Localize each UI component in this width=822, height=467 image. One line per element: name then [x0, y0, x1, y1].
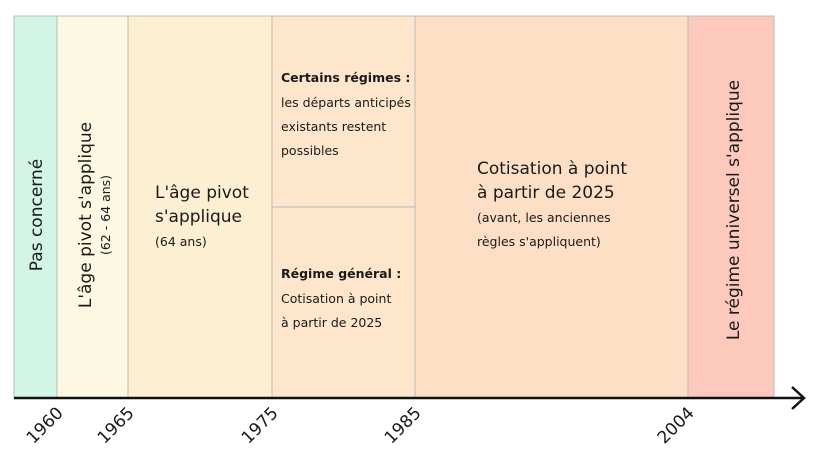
- block-text: Cotisation à point: [281, 291, 391, 306]
- period-note: règles s'appliquent): [477, 234, 601, 249]
- period-label: s'applique: [155, 207, 242, 227]
- period-label: Pas concerné: [27, 159, 47, 271]
- axis-tick-label: 2004: [654, 403, 699, 448]
- period-box: [414, 15, 689, 399]
- block-text: existants restent: [281, 119, 386, 134]
- block-text: à partir de 2025: [281, 315, 382, 330]
- axis-arrow: [791, 386, 806, 410]
- block-heading: Régime général :: [281, 266, 401, 281]
- period-box: [271, 15, 416, 208]
- period-box: [13, 15, 58, 399]
- period-label: L'âge pivot s'applique: [76, 122, 96, 308]
- period-note: (64 ans): [155, 234, 207, 249]
- period-box: [271, 206, 416, 399]
- axis-tick-label: 1960: [23, 403, 68, 448]
- axis-tick-label: 1965: [94, 403, 139, 448]
- period-box: [56, 15, 129, 399]
- period-box: [127, 15, 273, 399]
- period-label: à partir de 2025: [477, 183, 615, 203]
- axis-tick-label: 1985: [381, 403, 426, 448]
- period-note: (62 - 64 ans): [98, 175, 113, 255]
- block-text: possibles: [281, 143, 339, 158]
- block-text: les départs anticipés: [281, 95, 411, 110]
- period-label: L'âge pivot: [155, 183, 249, 203]
- block-heading: Certains régimes :: [281, 70, 410, 85]
- period-note: (avant, les anciennes: [477, 210, 611, 225]
- period-label: Cotisation à point: [477, 159, 627, 179]
- period-label: Le régime universel s'applique: [724, 80, 744, 340]
- axis-tick-label: 1975: [238, 403, 283, 448]
- period-box: [687, 15, 775, 399]
